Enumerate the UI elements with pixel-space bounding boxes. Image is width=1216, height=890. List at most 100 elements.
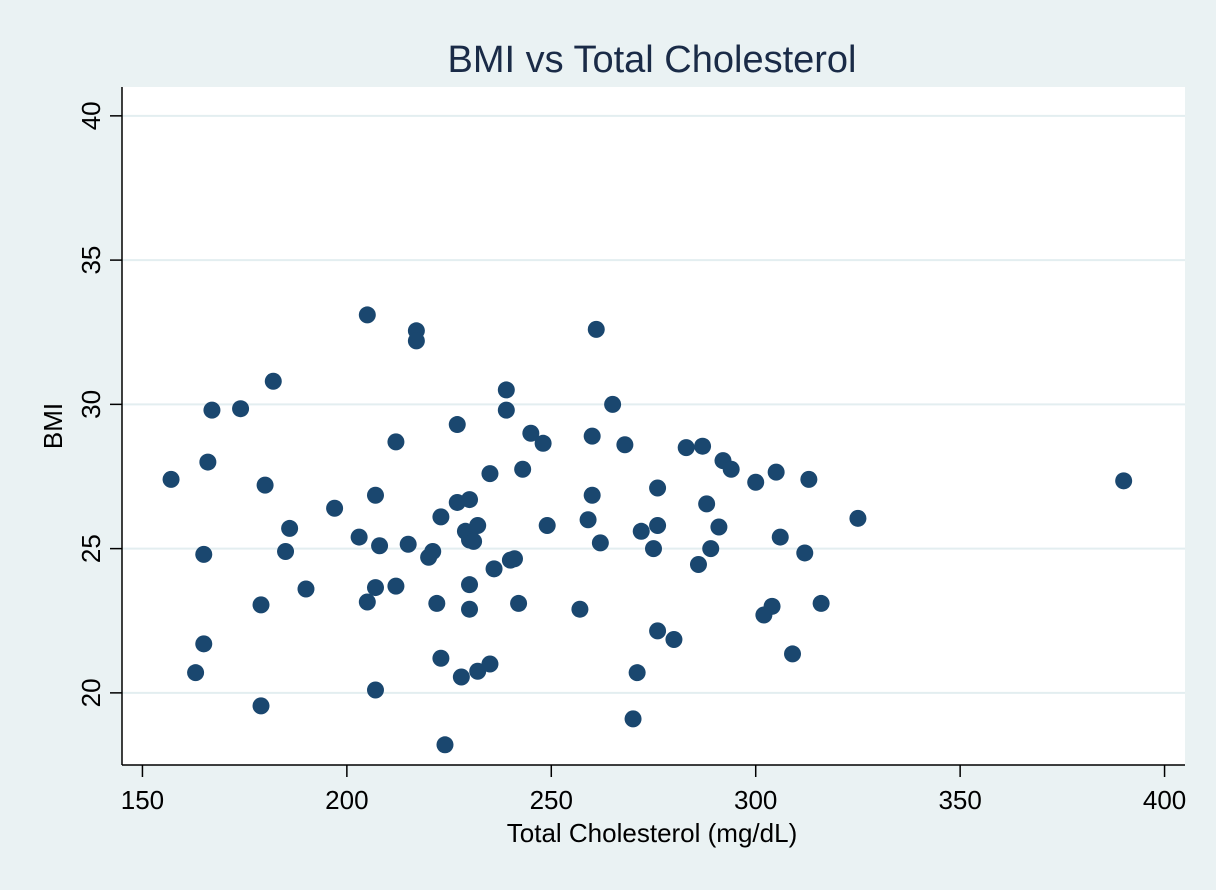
y-tick-label: 20 xyxy=(76,678,106,707)
scatter-point xyxy=(800,470,818,488)
scatter-point xyxy=(710,518,728,536)
scatter-point xyxy=(784,645,802,663)
scatter-point xyxy=(203,401,221,419)
x-tick-label: 350 xyxy=(938,785,981,815)
scatter-point xyxy=(277,543,295,561)
scatter-point xyxy=(812,594,830,612)
chart-title: BMI vs Total Cholesterol xyxy=(447,39,856,81)
scatter-point xyxy=(645,540,662,558)
scatter-point xyxy=(256,476,274,494)
scatter-point xyxy=(252,697,270,715)
x-tick-label: 250 xyxy=(530,785,573,815)
scatter-point xyxy=(796,544,814,562)
scatter-point xyxy=(763,597,781,615)
scatter-point xyxy=(366,579,384,597)
scatter-point xyxy=(538,517,556,535)
scatter-point xyxy=(448,416,466,434)
scatter-point xyxy=(297,580,315,598)
scatter-point xyxy=(694,437,712,455)
scatter-point xyxy=(371,537,389,555)
scatter-point xyxy=(469,517,487,535)
scatter-point xyxy=(591,534,609,552)
scatter-point xyxy=(232,400,250,418)
scatter-point xyxy=(366,681,384,699)
scatter-point xyxy=(747,473,765,491)
scatter-point xyxy=(326,499,344,517)
x-tick-label: 400 xyxy=(1143,785,1186,815)
scatter-point xyxy=(162,470,180,488)
scatter-point xyxy=(583,427,601,445)
scatter-point xyxy=(522,424,540,442)
scatter-point xyxy=(195,545,213,563)
scatter-point xyxy=(358,306,376,324)
scatter-point xyxy=(358,593,376,611)
scatter-point xyxy=(771,528,789,546)
scatter-point xyxy=(461,576,479,594)
scatter-point xyxy=(510,594,528,612)
scatter-point xyxy=(702,540,720,558)
scatter-point xyxy=(649,517,667,535)
scatter-point xyxy=(649,479,667,497)
scatter-point xyxy=(505,550,523,568)
scatter-point xyxy=(698,495,716,513)
scatter-point xyxy=(497,401,515,419)
scatter-point xyxy=(481,655,499,673)
scatter-point xyxy=(767,463,785,481)
scatter-point xyxy=(281,519,299,537)
scatter-point xyxy=(583,486,601,504)
scatter-point xyxy=(436,736,454,754)
scatter-point xyxy=(428,594,446,612)
scatter-point xyxy=(849,509,867,527)
scatter-point xyxy=(579,511,597,529)
scatter-point xyxy=(387,433,405,451)
y-tick-label: 40 xyxy=(76,101,106,130)
scatter-point xyxy=(195,635,213,653)
scatter-point xyxy=(514,460,532,478)
y-tick-label: 30 xyxy=(76,390,106,419)
scatter-point xyxy=(497,381,515,399)
scatter-point xyxy=(407,332,425,350)
scatter-point xyxy=(571,600,589,618)
x-tick-label: 150 xyxy=(121,785,164,815)
scatter-point xyxy=(199,453,217,471)
scatter-point xyxy=(264,372,282,390)
scatter-point xyxy=(432,649,450,667)
scatter-point xyxy=(252,596,270,614)
scatter-point xyxy=(465,532,483,550)
scatter-point xyxy=(649,622,667,640)
axes: 20 25 30 35 40 150 200 250 300 350 400 xyxy=(76,87,1186,815)
scatter-point xyxy=(722,460,740,478)
scatter-point xyxy=(534,434,552,452)
scatter-point xyxy=(677,439,695,457)
y-axis-title: BMI xyxy=(38,403,68,449)
scatter-point xyxy=(187,664,205,682)
x-tick-label: 200 xyxy=(325,785,368,815)
scatter-point xyxy=(624,710,642,728)
scatter-point xyxy=(665,630,683,648)
scatter-point xyxy=(616,436,634,454)
scatter-point xyxy=(452,668,470,686)
scatter-point xyxy=(366,486,384,504)
y-tick-label: 35 xyxy=(76,246,106,275)
scatter-point xyxy=(387,577,405,595)
scatter-point xyxy=(424,543,442,561)
scatter-point xyxy=(587,320,605,338)
scatter-point xyxy=(628,664,646,682)
scatter-point xyxy=(689,555,707,573)
x-tick-label: 300 xyxy=(734,785,777,815)
y-tick-label: 25 xyxy=(76,534,106,563)
x-axis-title: Total Cholesterol (mg/dL) xyxy=(507,818,797,848)
scatter-point xyxy=(632,522,650,540)
scatter-point xyxy=(461,491,479,509)
scatter-point xyxy=(461,600,479,618)
scatter-point xyxy=(432,508,450,526)
scatter-point xyxy=(481,465,499,483)
scatter-point xyxy=(469,662,487,680)
scatter-point xyxy=(1115,472,1133,490)
scatter-point xyxy=(350,528,368,546)
scatter-point xyxy=(399,535,417,553)
plot-area xyxy=(122,87,1185,765)
scatter-point xyxy=(485,560,503,578)
